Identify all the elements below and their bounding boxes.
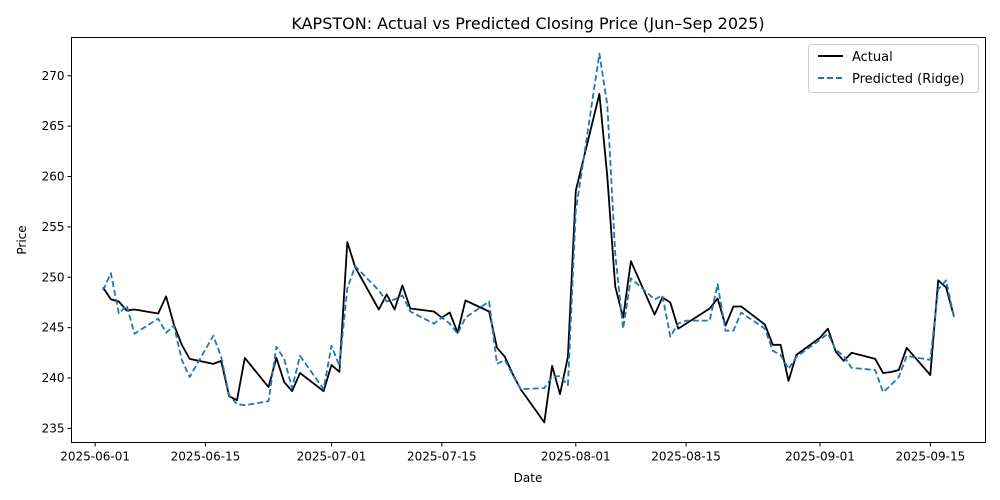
chart-title: KAPSTON: Actual vs Predicted Closing Pri… (291, 14, 764, 33)
y-axis: 235 240 245 250 255 260 265 270 (42, 69, 72, 435)
x-tick-label: 2025-07-01 (297, 450, 367, 464)
x-tick-label: 2025-09-15 (895, 450, 965, 464)
x-axis: 2025-06-01 2025-06-15 2025-07-01 2025-07-15… (60, 442, 965, 464)
x-tick-label: 2025-08-15 (651, 450, 721, 464)
x-tick-label: 2025-09-01 (785, 450, 855, 464)
legend-box (808, 44, 979, 93)
y-tick-label: 235 (42, 421, 65, 435)
x-tick-label: 2025-07-15 (407, 450, 477, 464)
y-axis-label: Price (15, 225, 29, 254)
y-tick-label: 245 (42, 321, 65, 335)
series-line-actual (102, 93, 955, 424)
y-tick-label: 240 (42, 371, 65, 385)
plot-frame (71, 37, 986, 443)
legend: Actual Predicted (Ridge) (808, 44, 979, 93)
y-tick-label: 260 (42, 170, 65, 184)
y-tick-label: 270 (42, 69, 65, 83)
legend-label-actual: Actual (852, 50, 893, 65)
series-line-predicted-ridge (102, 52, 955, 407)
x-tick-label: 2025-06-01 (60, 450, 130, 464)
x-tick-label: 2025-08-01 (541, 450, 611, 464)
x-tick-label: 2025-06-15 (171, 450, 241, 464)
y-tick-label: 265 (42, 119, 65, 133)
y-tick-label: 250 (42, 270, 65, 284)
legend-label-predicted: Predicted (Ridge) (852, 72, 964, 87)
x-axis-label: Date (514, 471, 543, 485)
y-tick-label: 255 (42, 220, 65, 234)
